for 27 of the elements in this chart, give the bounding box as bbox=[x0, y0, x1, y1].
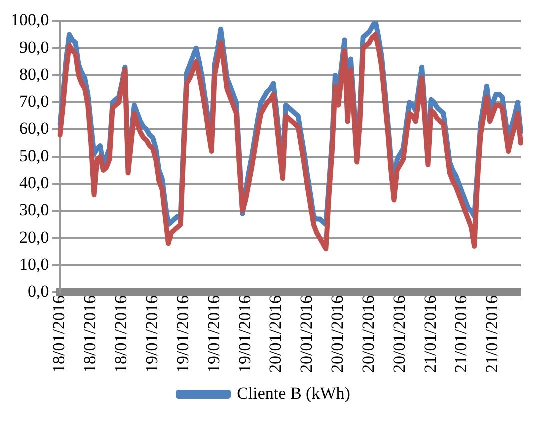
x-tick-label: 21/01/2016 bbox=[482, 296, 502, 374]
y-tick-label: 0,0 bbox=[28, 282, 50, 302]
x-tick-label: 20/01/2016 bbox=[358, 296, 378, 374]
y-tick-label: 40,0 bbox=[20, 173, 50, 192]
y-tick-label: 60,0 bbox=[20, 119, 50, 138]
x-tick-label: 20/01/2016 bbox=[390, 296, 409, 374]
y-tick-label: 70,0 bbox=[20, 92, 50, 112]
x-tick-label: 18/01/2016 bbox=[80, 296, 100, 374]
y-tick-label: 50,0 bbox=[20, 146, 50, 166]
x-tick-label: 19/01/2016 bbox=[173, 296, 192, 374]
y-tick-label: 10,0 bbox=[20, 254, 50, 274]
y-tick-label: 30,0 bbox=[20, 200, 50, 220]
x-tick-label: 21/01/2016 bbox=[420, 296, 440, 374]
y-tick-label: 90,0 bbox=[20, 38, 50, 57]
x-tick-label: 19/01/2016 bbox=[204, 296, 224, 374]
x-tick-label: 20/01/2016 bbox=[328, 296, 348, 374]
y-tick-label: 100,0 bbox=[11, 10, 50, 30]
x-tick-label: 19/01/2016 bbox=[142, 296, 162, 374]
x-tick-label: 21/01/2016 bbox=[452, 296, 471, 374]
y-tick-label: 20,0 bbox=[20, 228, 50, 247]
legend-label: Cliente B (kWh) bbox=[237, 384, 350, 403]
x-tick-label: 20/01/2016 bbox=[266, 296, 286, 374]
y-tick-label: 80,0 bbox=[20, 64, 50, 84]
x-tick-label: 18/01/2016 bbox=[112, 296, 131, 374]
x-tick-label: 20/01/2016 bbox=[297, 296, 316, 374]
x-tick-label: 18/01/2016 bbox=[50, 296, 69, 374]
x-tick-label: 19/01/2016 bbox=[235, 296, 254, 374]
